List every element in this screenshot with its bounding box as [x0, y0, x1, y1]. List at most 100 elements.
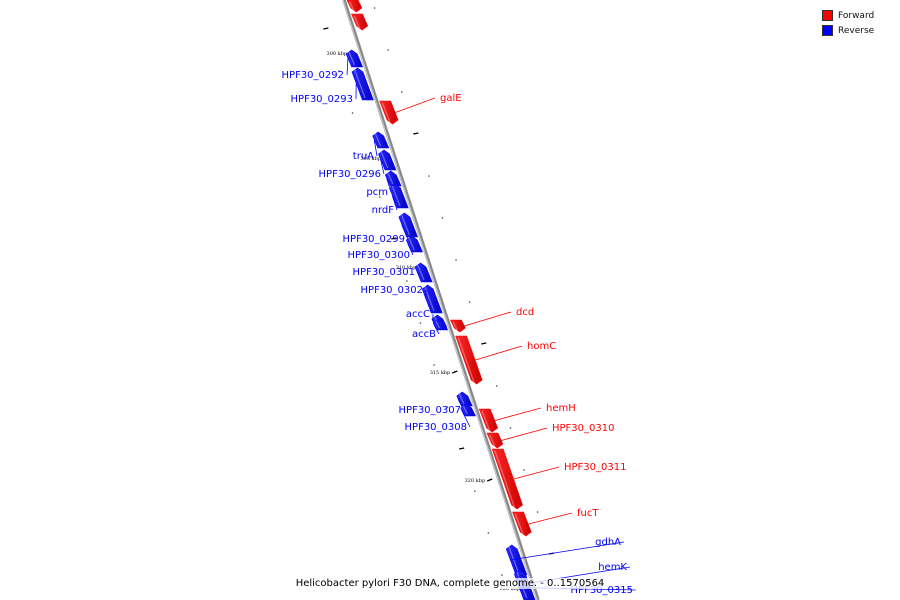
gene-HPF30_0299-reverse[interactable]: HPF30_0299 — [343, 212, 419, 245]
gene-label[interactable]: HPF30_0292 — [282, 70, 344, 81]
gene-connector — [475, 345, 523, 361]
gene-HPF30_0307-reverse[interactable]: HPF30_0307 — [399, 391, 473, 416]
gene-arrow[interactable] — [455, 335, 483, 385]
scale-dot — [387, 49, 389, 51]
gene-label[interactable]: hemK — [598, 562, 627, 573]
gene-label[interactable]: HPF30_0315 — [571, 585, 633, 596]
gene-highlight — [353, 15, 361, 29]
scale-dot — [509, 427, 512, 429]
gene-pcm-reverse[interactable]: pcm — [366, 170, 402, 198]
gene-highlight — [481, 410, 490, 431]
gene-label[interactable]: HPF30_0307 — [399, 405, 461, 416]
scale-dot — [428, 175, 430, 177]
gene-arrow[interactable] — [449, 319, 466, 333]
gene-label[interactable]: truA — [353, 151, 374, 162]
gene-HPF30_0308-reverse[interactable]: HPF30_0308 — [405, 403, 476, 433]
gene-connector — [464, 311, 512, 327]
gene-arrow[interactable] — [372, 131, 390, 149]
gene-connector — [407, 243, 414, 256]
gene-truA-reverse[interactable]: truA — [353, 131, 390, 162]
gene-galE-forward[interactable]: galE — [379, 93, 462, 125]
gene-label[interactable]: HPF30_0311 — [564, 462, 626, 473]
gene-arrow[interactable] — [379, 100, 399, 125]
gene-fucT-forward[interactable]: fucT — [512, 508, 600, 537]
gene-label[interactable]: nrdF — [372, 205, 395, 216]
gene-label[interactable]: HPF30_0301 — [353, 267, 415, 278]
gene-arrow[interactable] — [345, 49, 364, 68]
gene-HPF30_0292-reverse[interactable]: HPF30_0292 — [282, 49, 364, 81]
scale-ticks: 300 kbp 305 kbp 310 kbp 315 kbp 320 kbp 325 k… — [327, 51, 528, 592]
scale-tick-label: 310 kbp — [396, 265, 417, 271]
gene-HPF30_0300-reverse[interactable]: HPF30_0300 — [348, 235, 423, 261]
gene-unlabeled-forward[interactable] — [346, 0, 363, 13]
gene-nrdF-reverse[interactable]: nrdF — [372, 183, 409, 216]
legend-reverse-label: Reverse — [838, 25, 875, 36]
gene-arrow[interactable] — [478, 408, 499, 433]
gene-unlabeled-forward[interactable] — [351, 13, 369, 31]
gene-label[interactable]: galE — [440, 93, 462, 104]
gene-label[interactable]: fucT — [577, 508, 599, 519]
gene-connector — [528, 512, 573, 525]
scale-dash — [323, 27, 329, 30]
gene-HPF30_0311-forward[interactable]: HPF30_0311 — [491, 448, 626, 510]
gene-label[interactable]: HPF30_0308 — [405, 422, 467, 433]
gene-label[interactable]: HPF30_0293 — [291, 94, 353, 105]
gene-label[interactable]: HPF30_0310 — [552, 423, 614, 434]
gene-arrow[interactable] — [421, 284, 443, 314]
gene-label[interactable]: gdhA — [595, 537, 621, 548]
scale-dot — [441, 217, 444, 219]
gene-label[interactable]: HPF30_0299 — [343, 234, 405, 245]
scale-dot — [373, 7, 376, 9]
gene-accB-reverse[interactable]: accB — [412, 318, 449, 340]
gene-highlight — [457, 337, 475, 383]
gene-highlight — [391, 185, 401, 207]
gene-label[interactable]: HPF30_0300 — [348, 250, 410, 261]
gene-arrow[interactable] — [351, 67, 374, 101]
gene-connector — [433, 324, 440, 335]
gene-arrow[interactable] — [405, 235, 423, 253]
gene-highlight — [417, 264, 425, 281]
gene-connector — [461, 409, 471, 428]
gene-homC-forward[interactable]: homC — [455, 335, 557, 385]
gene-label[interactable]: pcm — [366, 187, 388, 198]
gene-HPF30_0302-reverse[interactable]: HPF30_0302 — [361, 284, 443, 314]
gene-arrow[interactable] — [351, 13, 369, 31]
scale-dot — [473, 490, 476, 492]
gene-HPF30_0296-reverse[interactable]: HPF30_0296 — [319, 149, 397, 180]
gene-label[interactable]: dcd — [516, 307, 534, 318]
scale-tick-label: 315 kbp — [430, 370, 451, 376]
gene-highlight — [387, 172, 394, 185]
gene-highlight — [435, 320, 440, 329]
gene-arrow[interactable] — [414, 262, 433, 283]
gene-arrow[interactable] — [491, 448, 523, 510]
legend-forward: Forward — [822, 8, 892, 23]
scale-dot — [496, 385, 498, 387]
gene-arrow[interactable] — [460, 403, 476, 417]
gene-highlight — [374, 133, 382, 147]
gene-arrow[interactable] — [346, 0, 363, 13]
gene-arrow[interactable] — [432, 318, 449, 331]
scale-dot — [446, 406, 449, 408]
gene-arrow[interactable] — [512, 511, 532, 537]
gene-label[interactable]: accC — [406, 309, 430, 320]
gene-arrow[interactable] — [389, 183, 409, 209]
gene-label[interactable]: HPF30_0296 — [319, 169, 381, 180]
gene-arrow[interactable] — [378, 149, 397, 171]
gene-HPF30_0293-reverse[interactable]: HPF30_0293 — [291, 67, 374, 105]
gene-label[interactable]: hemH — [546, 403, 576, 414]
gene-arrow[interactable] — [486, 432, 504, 449]
gene-label[interactable]: homC — [527, 341, 556, 352]
gene-highlight — [380, 151, 389, 169]
gene-HPF30_0301-reverse[interactable]: HPF30_0301 — [353, 262, 433, 283]
gene-label[interactable]: HPF30_0302 — [361, 285, 423, 296]
genome-backbone-highlight — [342, 0, 538, 600]
gene-label[interactable]: accB — [412, 329, 436, 340]
scale-dot — [487, 532, 490, 534]
gene-hemH-forward[interactable]: hemH — [478, 403, 576, 433]
scale-dot — [351, 112, 354, 114]
gene-track: HPF30_0292 HPF30_0293 galE truA HPF30_0296pc… — [282, 0, 637, 600]
gene-HPF30_0310-forward[interactable]: HPF30_0310 — [486, 423, 614, 449]
scale-dot — [501, 574, 503, 576]
gene-highlight — [354, 69, 366, 99]
gene-dcd-forward[interactable]: dcd — [449, 307, 534, 333]
